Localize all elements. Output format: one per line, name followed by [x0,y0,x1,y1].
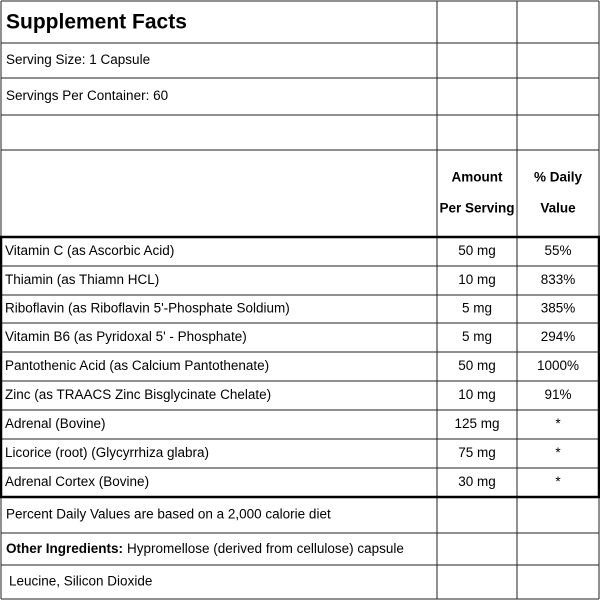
nutrient-daily-value: * [555,474,561,489]
footnote: Percent Daily Values are based on a 2,00… [6,507,331,522]
nutrient-daily-value: 385% [541,301,576,316]
other-ingredients-continued: Leucine, Silicon Dioxide [9,574,152,589]
nutrient-name: Vitamin C (as Ascorbic Acid) [5,243,174,258]
nutrient-amount: 125 mg [454,416,499,431]
nutrient-name: Licorice (root) (Glycyrrhiza glabra) [5,445,209,460]
nutrient-name: Adrenal (Bovine) [5,416,106,431]
nutrient-amount: 10 mg [458,387,496,402]
nutrient-daily-value: 55% [544,243,571,258]
nutrient-daily-value: * [555,416,561,431]
daily-value-header: % Daily [534,170,583,185]
title: Supplement Facts [6,11,187,34]
nutrient-amount: 50 mg [458,358,496,373]
nutrient-name: Adrenal Cortex (Bovine) [5,474,149,489]
other-ingredients: Other Ingredients: Hypromellose (derived … [6,541,404,556]
nutrient-name: Zinc (as TRAACS Zinc Bisglycinate Chelat… [5,387,271,402]
nutrient-amount: 50 mg [458,243,496,258]
nutrient-daily-value: * [555,445,561,460]
nutrient-daily-value: 833% [541,272,576,287]
other-ingredients-text: Hypromellose (derived from cellulose) ca… [127,541,404,556]
amount-header: Per Serving [439,201,514,216]
nutrient-amount: 10 mg [458,272,496,287]
nutrient-amount: 5 mg [462,301,492,316]
other-ingredients-label: Other Ingredients: [6,541,123,556]
nutrient-daily-value: 1000% [537,358,579,373]
nutrient-name: Vitamin B6 (as Pyridoxal 5' - Phosphate) [5,329,247,344]
nutrient-block-border [0,235,600,499]
nutrient-name: Pantothenic Acid (as Calcium Pantothenat… [5,358,269,373]
nutrient-daily-value: 91% [544,387,571,402]
servings-per-container: Servings Per Container: 60 [6,88,168,103]
amount-header: Amount [452,170,503,185]
nutrient-daily-value: 294% [541,329,576,344]
nutrient-amount: 5 mg [462,329,492,344]
nutrient-name: Thiamin (as Thiamn HCL) [5,272,159,287]
nutrient-name: Riboflavin (as Riboflavin 5'-Phosphate S… [5,301,290,316]
daily-value-header: Value [540,201,576,216]
nutrient-amount: 75 mg [458,445,496,460]
serving-size: Serving Size: 1 Capsule [6,52,150,67]
nutrient-amount: 30 mg [458,474,496,489]
